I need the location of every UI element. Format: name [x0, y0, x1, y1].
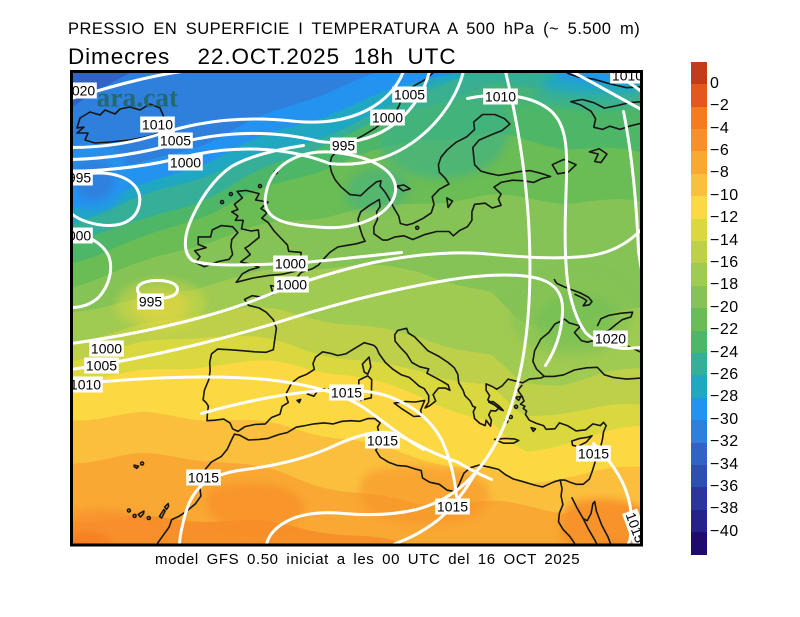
svg-text:ara.cat: ara.cat [97, 82, 180, 113]
svg-text:1015: 1015 [367, 433, 398, 449]
svg-text:1010: 1010 [612, 70, 643, 84]
svg-text:020: 020 [72, 83, 96, 99]
svg-text:1010: 1010 [142, 117, 173, 133]
svg-text:995: 995 [139, 294, 163, 310]
svg-text:1015: 1015 [188, 470, 219, 486]
svg-text:1015: 1015 [578, 446, 609, 462]
svg-text:1000: 1000 [275, 256, 306, 272]
svg-text:995: 995 [70, 170, 91, 186]
svg-text:1000: 1000 [276, 277, 307, 293]
svg-text:1000: 1000 [91, 341, 122, 357]
svg-text:1000: 1000 [170, 155, 201, 171]
svg-text:1020: 1020 [595, 331, 626, 347]
svg-text:1005: 1005 [86, 358, 117, 374]
svg-text:1005: 1005 [160, 133, 191, 149]
svg-text:1015: 1015 [437, 499, 468, 515]
svg-text:1005: 1005 [394, 87, 425, 103]
svg-text:1010: 1010 [485, 89, 516, 105]
svg-text:1010: 1010 [70, 377, 101, 393]
svg-text:995: 995 [332, 138, 356, 154]
svg-text:1015: 1015 [331, 385, 362, 401]
svg-text:000: 000 [70, 228, 91, 244]
svg-text:1000: 1000 [372, 110, 403, 126]
